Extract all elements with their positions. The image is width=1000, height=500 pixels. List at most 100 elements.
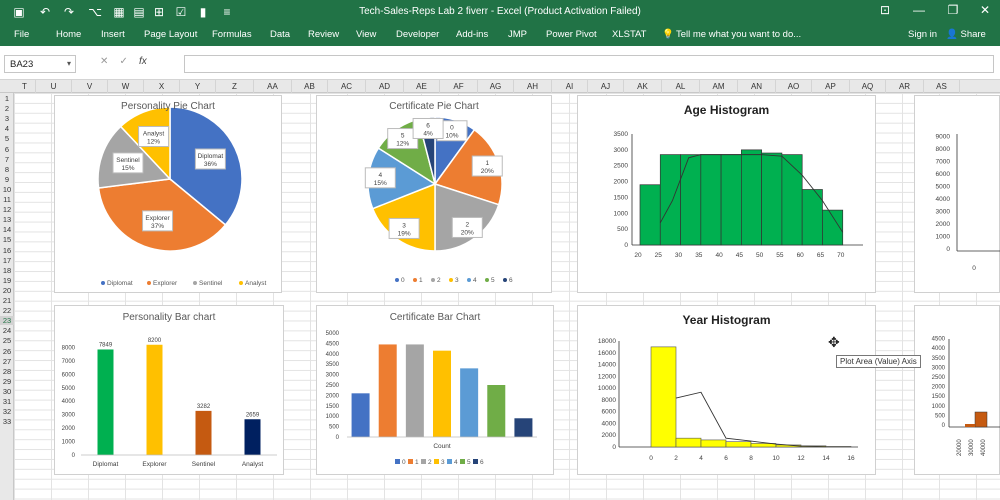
tab-formulas[interactable]: Formulas bbox=[212, 29, 252, 40]
column-header[interactable]: AH bbox=[514, 80, 552, 93]
row-header[interactable]: 20 bbox=[2, 285, 12, 295]
column-header[interactable]: T bbox=[14, 80, 36, 93]
tab-view[interactable]: View bbox=[356, 29, 377, 40]
row-header[interactable]: 18 bbox=[2, 265, 12, 275]
tab-add-ins[interactable]: Add-ins bbox=[456, 29, 489, 40]
column-header[interactable]: AR bbox=[886, 80, 924, 93]
row-header[interactable]: 5 bbox=[4, 134, 10, 144]
column-header[interactable]: Z bbox=[216, 80, 254, 93]
tab-page-layout[interactable]: Page Layout bbox=[144, 29, 198, 40]
row-header[interactable]: 9 bbox=[4, 174, 10, 184]
format-painter-icon[interactable]: ⌥ bbox=[88, 5, 102, 19]
personality-bar-chart[interactable]: Personality Bar chart 0 1000 2000 3000 4000 5… bbox=[54, 305, 284, 475]
column-header[interactable]: AF bbox=[440, 80, 478, 93]
row-header[interactable]: 21 bbox=[2, 296, 12, 305]
redo-icon[interactable]: ↷ bbox=[63, 5, 75, 19]
cancel-icon[interactable]: ✕ bbox=[100, 56, 109, 67]
row-header[interactable]: 23 bbox=[0, 316, 14, 326]
row-header[interactable]: 16 bbox=[2, 245, 12, 255]
chart-icon[interactable]: ▮ bbox=[199, 5, 207, 19]
age-histogram-chart[interactable]: Age Histogram 0 500 1000 1500 2000 2500 3000 35… bbox=[577, 95, 876, 293]
row-header[interactable]: 30 bbox=[2, 386, 12, 396]
checkbox-icon[interactable]: ☑ bbox=[175, 5, 187, 19]
column-header[interactable]: V bbox=[72, 80, 108, 93]
column-header[interactable]: AB bbox=[292, 80, 328, 93]
restore-button[interactable]: ❐ bbox=[947, 3, 959, 17]
undo-icon[interactable]: ↶ bbox=[39, 5, 51, 19]
insert-function-icon[interactable]: fx bbox=[139, 56, 147, 67]
new-sheet-icon[interactable]: ▦ bbox=[113, 5, 125, 19]
tab-xlstat[interactable]: XLSTAT bbox=[612, 29, 647, 40]
ribbon-display-icon[interactable]: ⊡ bbox=[879, 3, 891, 17]
filter-icon[interactable]: ⊞ bbox=[153, 5, 165, 19]
column-header[interactable]: AC bbox=[328, 80, 366, 93]
tab-developer[interactable]: Developer bbox=[396, 29, 440, 40]
year-histogram-chart[interactable]: Year Histogram 0 2000 4000 6000 8000 10000 120… bbox=[577, 305, 876, 475]
minimize-button[interactable]: — bbox=[913, 3, 925, 17]
row-header[interactable]: 28 bbox=[2, 366, 12, 376]
row-header[interactable]: 26 bbox=[2, 346, 12, 356]
row-header[interactable]: 14 bbox=[2, 225, 12, 235]
row-header[interactable]: 7 bbox=[4, 154, 10, 164]
save-icon[interactable]: ▣ bbox=[13, 5, 25, 19]
row-header[interactable]: 6 bbox=[4, 144, 10, 154]
row-header[interactable]: 19 bbox=[2, 275, 12, 285]
row-header[interactable]: 8 bbox=[4, 164, 10, 174]
column-header[interactable]: AI bbox=[552, 80, 588, 93]
column-header[interactable]: AG bbox=[478, 80, 514, 93]
column-header[interactable]: AD bbox=[366, 80, 404, 93]
tab-file[interactable]: File bbox=[14, 29, 30, 40]
column-header[interactable]: X bbox=[144, 80, 180, 93]
name-box[interactable]: BA23 ▾ bbox=[4, 55, 76, 73]
customize-qat-icon[interactable]: ≡ bbox=[223, 5, 231, 19]
sign-in-link[interactable]: Sign in bbox=[908, 29, 938, 40]
tab-data[interactable]: Data bbox=[270, 29, 291, 40]
column-header[interactable]: Y bbox=[180, 80, 216, 93]
row-header[interactable]: 32 bbox=[2, 407, 12, 417]
personality-pie-chart[interactable]: Personality Pie Chart Diplomat 36% Explore… bbox=[54, 95, 282, 293]
row-header[interactable]: 25 bbox=[2, 336, 12, 346]
row-header[interactable]: 12 bbox=[2, 205, 12, 215]
column-header[interactable]: AA bbox=[254, 80, 292, 93]
certificate-pie-chart[interactable]: Certificate Pie Chart 0 10% 1 20% 2 20% 3 19% 4 1… bbox=[316, 95, 552, 293]
tab-power-pivot[interactable]: Power Pivot bbox=[546, 29, 597, 40]
column-header[interactable]: AO bbox=[776, 80, 812, 93]
row-header[interactable]: 24 bbox=[2, 326, 12, 336]
row-header[interactable]: 17 bbox=[2, 255, 12, 265]
row-header[interactable]: 3 bbox=[4, 114, 10, 124]
column-header[interactable]: AJ bbox=[588, 80, 624, 93]
tab-review[interactable]: Review bbox=[308, 29, 340, 40]
column-header[interactable]: AM bbox=[700, 80, 738, 93]
formula-input[interactable] bbox=[184, 55, 994, 73]
chevron-down-icon[interactable]: ▾ bbox=[66, 59, 71, 68]
column-header[interactable]: W bbox=[108, 80, 144, 93]
row-header[interactable]: 13 bbox=[2, 215, 12, 225]
format-icon[interactable]: ▤ bbox=[133, 5, 145, 19]
tab-home[interactable]: Home bbox=[56, 29, 82, 40]
row-header[interactable]: 15 bbox=[2, 235, 12, 245]
partial-chart-bottom[interactable]: 0 500 1000 1500 2000 2500 3000 3500 4000 4500 2000… bbox=[914, 305, 1000, 475]
column-header[interactable]: AN bbox=[738, 80, 776, 93]
tab-jmp[interactable]: JMP bbox=[508, 29, 527, 40]
certificate-bar-chart[interactable]: Certificate Bar Chart 0 500 1000 1500 2000 25… bbox=[316, 305, 554, 475]
row-header[interactable]: 27 bbox=[2, 356, 12, 366]
partial-chart-top[interactable]: 0 1000 2000 3000 4000 5000 6000 7000 8000 9000 0 bbox=[914, 95, 1000, 293]
column-header[interactable]: AE bbox=[404, 80, 440, 93]
column-header[interactable]: AS bbox=[924, 80, 960, 93]
tell-me-search[interactable]: Tell me what you want to do... bbox=[676, 29, 802, 40]
column-header[interactable]: AQ bbox=[850, 80, 886, 93]
row-header[interactable]: 22 bbox=[2, 306, 12, 316]
column-header[interactable]: AL bbox=[662, 80, 700, 93]
row-header[interactable]: 10 bbox=[2, 184, 12, 194]
row-header[interactable]: 31 bbox=[2, 397, 12, 406]
close-button[interactable]: ✕ bbox=[979, 3, 991, 17]
share-button[interactable]: 👤 Share bbox=[946, 29, 986, 40]
column-header[interactable]: AK bbox=[624, 80, 662, 93]
tab-insert[interactable]: Insert bbox=[101, 29, 125, 40]
column-header[interactable]: AP bbox=[812, 80, 850, 93]
row-header[interactable]: 29 bbox=[2, 376, 12, 386]
row-header[interactable]: 4 bbox=[4, 124, 10, 134]
row-header[interactable]: 2 bbox=[4, 104, 10, 114]
column-header[interactable]: U bbox=[36, 80, 72, 93]
row-header[interactable]: 33 bbox=[2, 417, 12, 427]
